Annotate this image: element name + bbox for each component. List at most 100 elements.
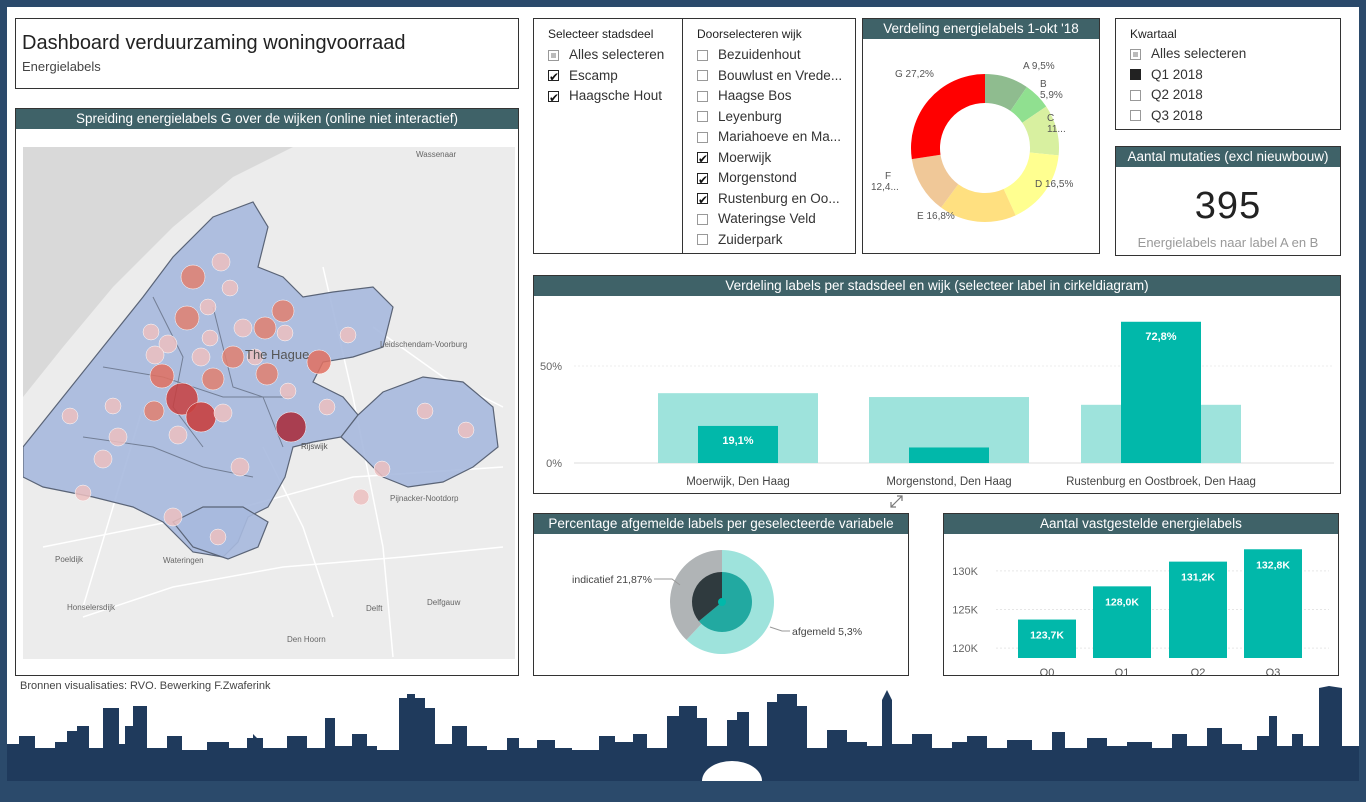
donut-data-label: D 16,5% [1035, 179, 1073, 190]
slicer-stadsdeel-item[interactable]: Alles selecteren [534, 45, 682, 66]
slicer-kwartaal-item[interactable]: Q1 2018 [1116, 65, 1340, 86]
bar-data-label: 131,2K [1181, 572, 1215, 584]
checkbox-icon[interactable] [1130, 69, 1141, 81]
checkbox-icon[interactable] [697, 149, 708, 168]
y-tick-label: 0% [546, 458, 562, 470]
checkbox-icon[interactable] [697, 131, 708, 143]
slicer-stadsdeel-item-label: Escamp [569, 67, 618, 83]
slicer-stadsdeel: Selecteer stadsdeel Alles selecteren Esca… [533, 18, 683, 254]
slicer-wijk-item-label: Wateringse Veld [718, 211, 816, 227]
bar-data-label: 19,1% [722, 435, 753, 447]
donut-slice-b[interactable] [1010, 86, 1047, 123]
donut-slice-c[interactable] [1022, 106, 1059, 156]
map-title: Spreiding energielabels G over de wijken… [16, 109, 518, 129]
checkbox-icon[interactable] [548, 88, 559, 107]
slicer-wijk-item[interactable]: Rustenburg en Oo... [683, 189, 855, 209]
map-place-the-hague: The Hague [245, 347, 309, 362]
bar-value[interactable] [1244, 549, 1302, 658]
slicer-stadsdeel-title: Selecteer stadsdeel [548, 27, 654, 41]
donut-data-label: A 9,5% [1023, 61, 1055, 72]
slicer-wijk-item-label: Zuiderpark [718, 231, 783, 247]
slicer-stadsdeel-item-label: Alles selecteren [569, 47, 665, 63]
slicer-kwartaal-item[interactable]: Q2 2018 [1116, 85, 1340, 106]
checkbox-icon[interactable] [548, 49, 559, 61]
x-tick-label: Q2 [1191, 667, 1206, 675]
donut-slice-e[interactable] [941, 184, 1016, 222]
checkbox-icon[interactable] [697, 111, 708, 123]
map-place-poeldijk: Poeldijk [55, 555, 84, 564]
bar-data-label: 72,8% [1145, 331, 1176, 343]
bar-data-label: 128,0K [1105, 596, 1139, 608]
focus-mode-icon[interactable] [890, 495, 903, 508]
checkbox-icon[interactable] [697, 190, 708, 209]
checkbox-icon[interactable] [697, 234, 708, 246]
slicer-wijk-item-label: Haagse Bos [718, 88, 792, 104]
bar-value[interactable] [698, 425, 778, 463]
donut-data-label: F 12,4... [871, 171, 899, 193]
labels-bar-chart[interactable]: 0% 50% 19,1% Moerwijk, Den Haag Morgenstond,… [534, 297, 1340, 493]
donut-slice-f[interactable] [911, 154, 959, 208]
bar-value[interactable] [909, 447, 989, 463]
map-place-den-hoorn: Den Hoorn [287, 635, 326, 644]
bar-value[interactable] [1018, 619, 1076, 658]
afgemeld-chart[interactable]: indicatief 21,87% afgemeld 5,3% [534, 535, 908, 675]
map-visual[interactable]: Wassenaar The Hague Leidschendam-Voorbur… [23, 147, 515, 659]
labels-bar-panel: Verdeling labels per stadsdeel en wijk (… [533, 275, 1341, 494]
pie-data-label: indicatief 21,87% [572, 574, 652, 586]
y-tick-label: 125K [952, 605, 978, 617]
slicer-stadsdeel-item[interactable]: Haagsche Hout [534, 86, 682, 107]
map-place-honselersdijk: Honselersdijk [67, 603, 116, 612]
x-tick-label: Rustenburg en Oostbroek, Den Haag [1066, 476, 1256, 488]
bottom-band [0, 781, 1366, 802]
donut-data-label: E 16,8% [917, 211, 955, 222]
slicer-wijk-item[interactable]: Leyenburg [683, 107, 855, 128]
map-place-pijnacker: Pijnacker-Nootdorp [390, 494, 459, 503]
slicer-wijk-item[interactable]: Bezuidenhout [683, 45, 855, 66]
slicer-wijk-item[interactable]: Morgenstond [683, 168, 855, 189]
slicer-stadsdeel-item[interactable]: Escamp [534, 66, 682, 86]
checkbox-icon[interactable] [697, 49, 708, 61]
donut-chart[interactable]: A 9,5% B 5,9% C 11... D 16,5% E 16,8% F 12,4... G… [863, 41, 1099, 253]
map-place-rijswijk: Rijswijk [301, 442, 329, 451]
labels-bar-title: Verdeling labels per stadsdeel en wijk (… [534, 276, 1340, 296]
afgemeld-title: Percentage afgemelde labels per geselect… [534, 514, 908, 534]
bar-value[interactable] [1121, 321, 1201, 463]
slicer-wijk-item[interactable]: Moerwijk [683, 148, 855, 168]
checkbox-icon[interactable] [548, 67, 559, 86]
kpi-title: Aantal mutaties (excl nieuwbouw) [1116, 147, 1340, 167]
checkbox-icon[interactable] [1130, 48, 1141, 60]
x-tick-label: Q3 [1266, 667, 1281, 675]
donut-data-label: B 5,9% [1040, 79, 1063, 101]
checkbox-icon[interactable] [697, 90, 708, 102]
donut-slice-g[interactable] [911, 74, 985, 160]
slicer-wijk-item[interactable]: Haagse Bos [683, 86, 855, 107]
bar-data-label: 123,7K [1030, 630, 1064, 642]
source-note: Bronnen visualisaties: RVO. Bewerking F.… [20, 680, 271, 692]
donut-slice-a[interactable] [985, 74, 1027, 111]
checkbox-icon[interactable] [1130, 89, 1141, 101]
slicer-kwartaal-item[interactable]: Alles selecteren [1116, 44, 1340, 65]
slicer-wijk-item[interactable]: Mariahoeve en Ma... [683, 127, 855, 148]
checkbox-icon[interactable] [697, 70, 708, 82]
slicer-wijk-item-label: Bouwlust en Vrede... [718, 67, 843, 83]
checkbox-icon[interactable] [697, 213, 708, 225]
donut-panel: Verdeling energielabels 1-okt '18 A 9,5%… [862, 18, 1100, 254]
donut-slice-d[interactable] [1003, 152, 1059, 216]
inner-slice-indicatief[interactable] [692, 572, 722, 622]
bar-value[interactable] [1093, 586, 1151, 658]
slicer-kwartaal-item[interactable]: Q3 2018 [1116, 106, 1340, 127]
slicer-wijk-item[interactable]: Bouwlust en Vrede... [683, 66, 855, 87]
slicer-wijk-item-label: Moerwijk [718, 149, 772, 165]
skyline-banner [7, 686, 1359, 781]
x-tick-label: Morgenstond, Den Haag [886, 476, 1011, 488]
slicer-wijk-item[interactable]: Zuiderpark [683, 230, 855, 251]
slicer-wijk-item[interactable]: Wateringse Veld [683, 209, 855, 230]
checkbox-icon[interactable] [1130, 110, 1141, 122]
slicer-kwartaal: Kwartaal Alles selecteren Q1 2018 Q2 2018 Q… [1115, 18, 1341, 130]
header-card: Dashboard verduurzaming woningvoorraad E… [15, 18, 519, 89]
map-place-delft: Delft [366, 604, 383, 613]
vastgestelde-chart[interactable]: 120K 125K 130K 123,7K Q0 128,0K Q1 131,2K Q2 132,… [944, 535, 1338, 675]
checkbox-icon[interactable] [697, 170, 708, 189]
bar-value[interactable] [1169, 561, 1227, 658]
y-tick-label: 120K [952, 643, 978, 655]
